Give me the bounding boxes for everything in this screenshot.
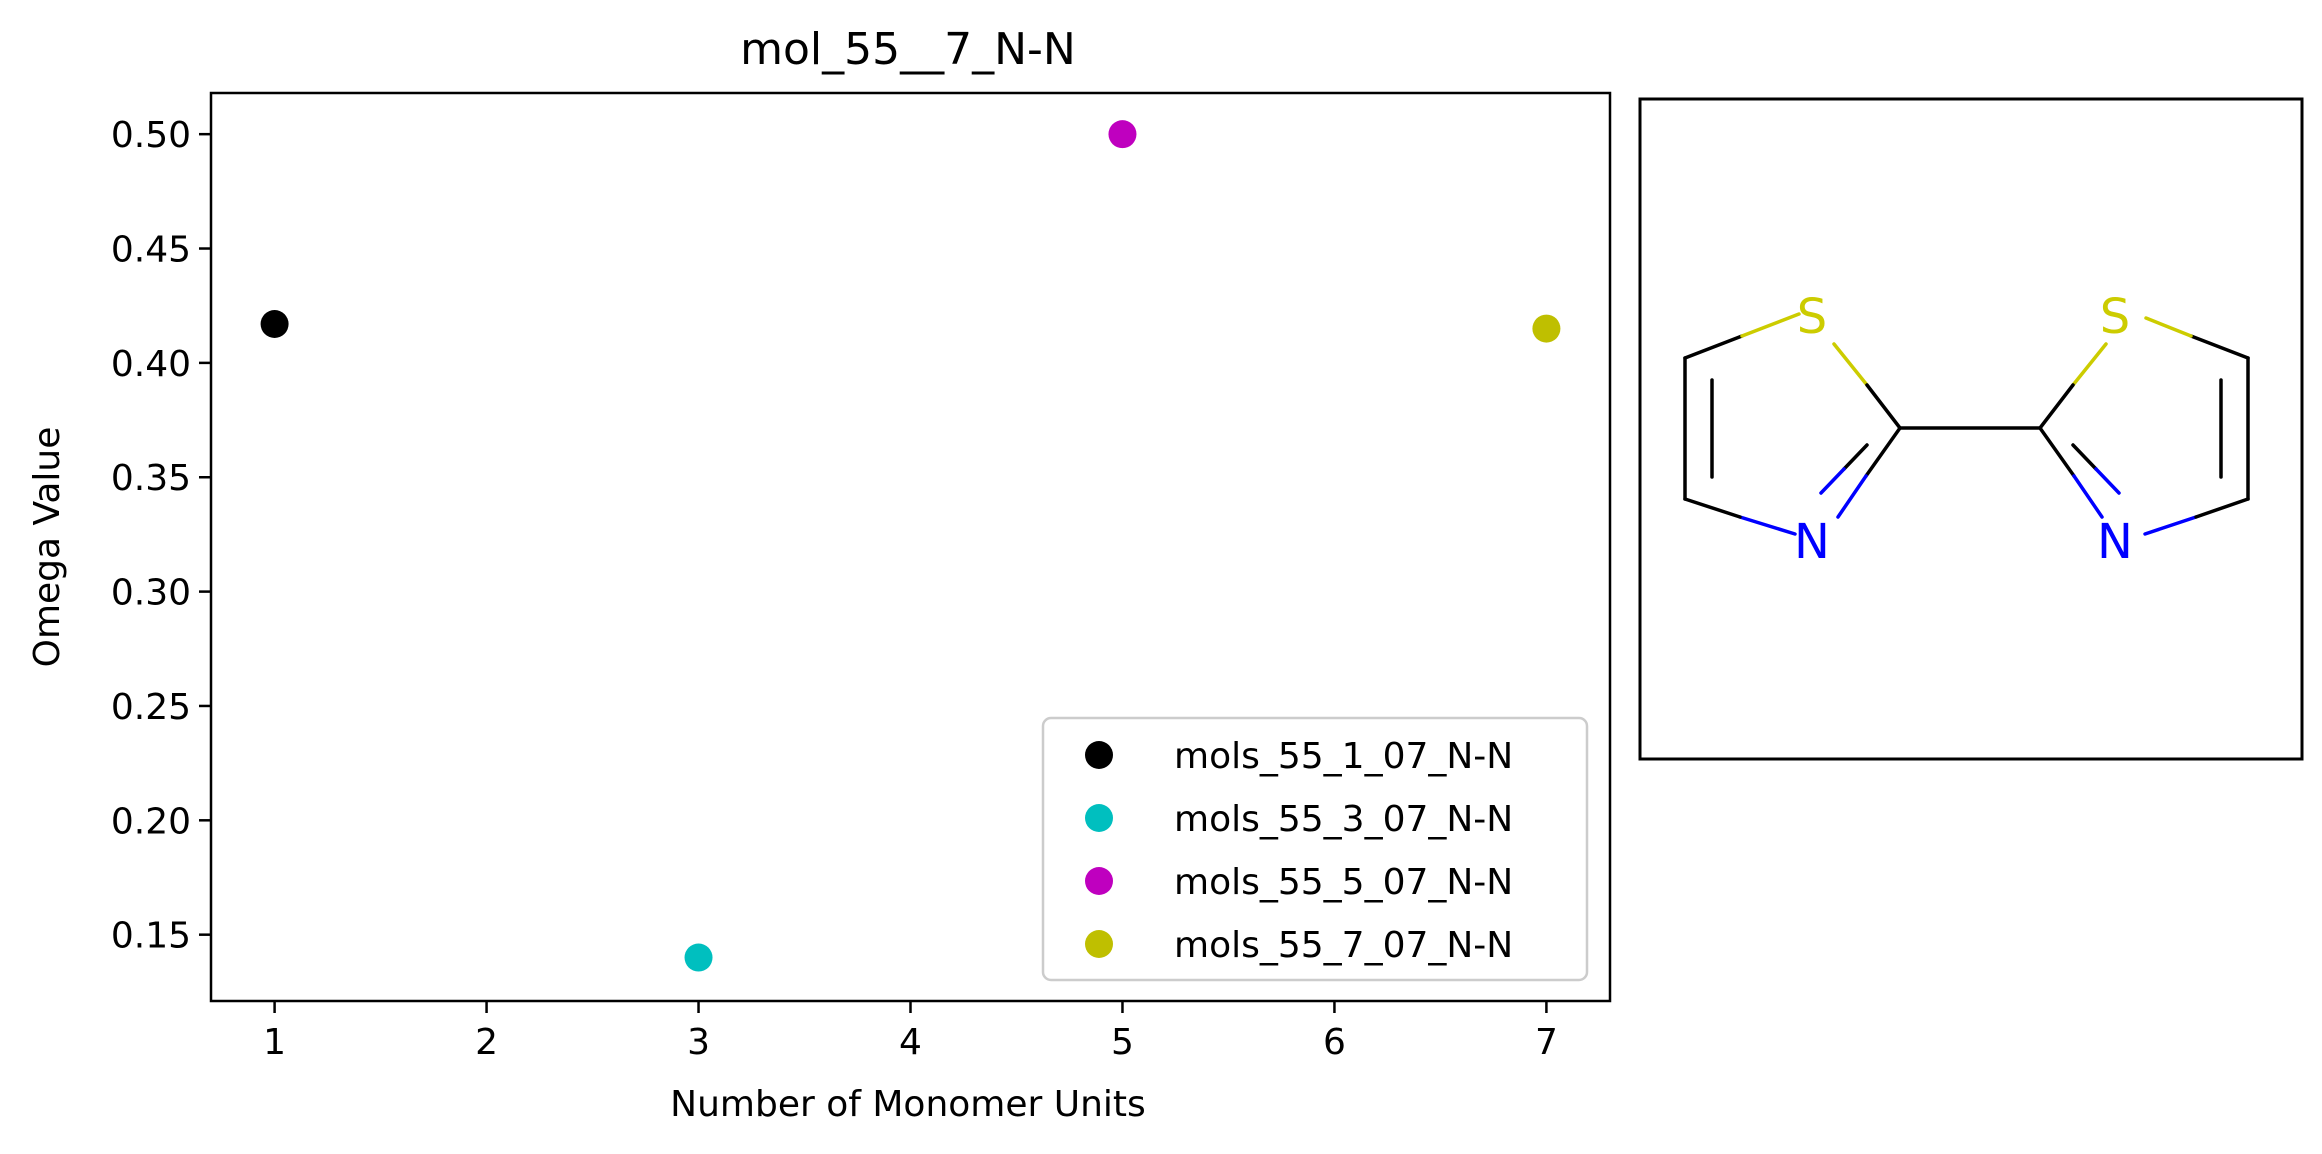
- legend-marker: [1085, 930, 1113, 958]
- legend-label: mols_55_3_07_N-N: [1174, 799, 1513, 840]
- right-thiazole-ring: [2038, 316, 2250, 536]
- y-tick-label: 0.35: [111, 458, 191, 499]
- data-point: [1532, 314, 1561, 343]
- bond: [1740, 312, 1801, 338]
- x-tick-label: 1: [263, 1022, 286, 1063]
- bond: [2071, 443, 2098, 471]
- y-tick-label: 0.45: [111, 230, 191, 271]
- x-tick-label: 5: [1111, 1022, 1134, 1063]
- bond: [1819, 467, 1846, 495]
- legend-marker: [1085, 804, 1113, 832]
- atom-nitrogen-right: N: [2097, 514, 2133, 570]
- bond: [1836, 474, 1868, 519]
- chart-title: mol_55__7_N-N: [740, 24, 1076, 75]
- left-thiazole-ring: [1683, 312, 1902, 536]
- bond: [2194, 497, 2250, 519]
- bond: [1842, 443, 1869, 471]
- x-tick-label: 2: [475, 1022, 498, 1063]
- bond: [2144, 316, 2193, 338]
- x-tick-label: 6: [1323, 1022, 1346, 1063]
- y-tick-label: 0.30: [111, 573, 191, 614]
- y-tick-label: 0.25: [111, 687, 191, 728]
- bond: [2189, 334, 2250, 360]
- x-tick-label: 3: [687, 1022, 710, 1063]
- bond: [1683, 497, 1742, 519]
- legend-marker: [1085, 741, 1113, 769]
- atom-sulfur-right: S: [2100, 289, 2130, 345]
- legend-label: mols_55_5_07_N-N: [1174, 862, 1513, 903]
- y-tick-label: 0.40: [111, 344, 191, 385]
- bond: [2038, 383, 2075, 430]
- y-axis-label: Omega Value: [27, 427, 68, 668]
- y-tick-label: 0.50: [111, 115, 191, 156]
- x-tick-label: 4: [899, 1022, 922, 1063]
- bond: [2071, 342, 2108, 387]
- legend-label: mols_55_1_07_N-N: [1174, 736, 1513, 777]
- legend-marker: [1085, 867, 1113, 895]
- legend-label: mols_55_7_07_N-N: [1174, 925, 1513, 966]
- bond: [2038, 426, 2076, 478]
- data-point: [1108, 120, 1137, 149]
- scatter-points: [260, 120, 1561, 972]
- y-axis: 0.15 0.20 0.25 0.30 0.35 0.40 0.45 0.50: [111, 115, 211, 957]
- molecule-panel: S S N N: [1638, 97, 2304, 761]
- bond: [2072, 474, 2104, 519]
- data-point: [684, 943, 713, 972]
- x-tick-label: 7: [1535, 1022, 1558, 1063]
- bond: [1865, 383, 1902, 430]
- atom-nitrogen-left: N: [1794, 514, 1830, 570]
- bond: [1864, 426, 1902, 478]
- data-point: [260, 310, 289, 339]
- bond: [1683, 334, 1744, 360]
- bond: [1832, 342, 1869, 387]
- bond: [2143, 515, 2198, 536]
- y-tick-label: 0.15: [111, 916, 191, 957]
- x-axis: 1 2 3 4 5 6 7: [263, 1001, 1558, 1063]
- x-axis-label: Number of Monomer Units: [670, 1084, 1146, 1125]
- y-tick-label: 0.20: [111, 801, 191, 842]
- bond: [1738, 515, 1797, 536]
- legend-box: [1041, 716, 1589, 982]
- legend: mols_55_1_07_N-N mols_55_3_07_N-N mols_55_…: [1041, 716, 1589, 982]
- atom-sulfur-left: S: [1797, 289, 1827, 345]
- bond: [2094, 467, 2121, 495]
